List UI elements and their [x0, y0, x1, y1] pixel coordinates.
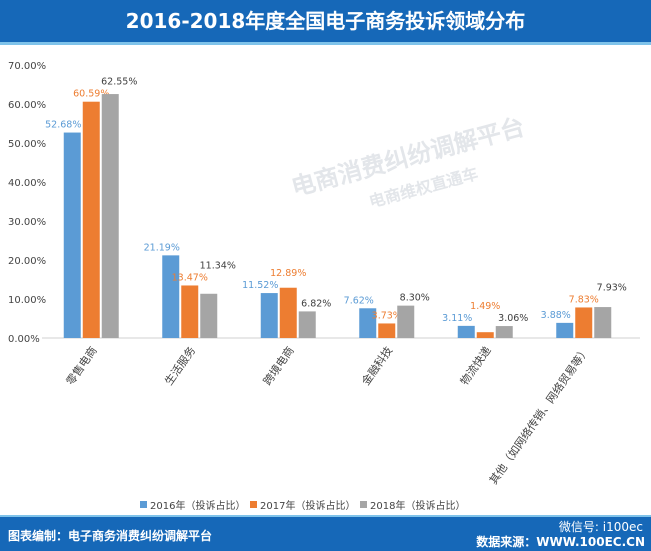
y-tick-label: 20.00% [8, 256, 46, 267]
data-label: 3.73% [372, 310, 402, 321]
footer-banner: 图表编制：电子商务消费纠纷调解平台 微信号: i100ec 数据来源：WWW.1… [0, 515, 651, 551]
data-label: 11.34% [200, 260, 236, 271]
data-label: 52.68% [45, 120, 81, 131]
bar [594, 307, 612, 338]
bar [378, 323, 396, 338]
legend-swatch [250, 501, 257, 508]
bar [359, 308, 377, 338]
bar [298, 311, 316, 338]
data-label: 7.93% [597, 282, 627, 293]
bar [397, 305, 415, 338]
page-title: 2016-2018年度全国电子商务投诉领域分布 [125, 9, 526, 33]
data-label: 1.49% [470, 301, 500, 312]
bar [82, 101, 100, 338]
x-tick-label: 物流快递 [457, 344, 494, 388]
data-label: 3.06% [498, 313, 528, 324]
data-label: 8.30% [400, 293, 430, 304]
data-label: 60.59% [73, 89, 109, 100]
y-tick-label: 0.00% [8, 334, 40, 345]
bar [181, 285, 199, 338]
legend-swatch [360, 501, 367, 508]
y-tick-label: 40.00% [8, 178, 46, 189]
bar [476, 332, 494, 338]
bar [457, 325, 475, 338]
bar [556, 322, 574, 338]
data-label: 6.82% [301, 298, 331, 309]
legend-swatch [140, 501, 147, 508]
data-label: 62.55% [101, 77, 137, 88]
y-tick-label: 60.00% [8, 100, 46, 111]
legend-label: 2018年（投诉占比） [370, 499, 465, 512]
bar [260, 293, 278, 338]
bar [495, 326, 513, 338]
bar [575, 307, 593, 338]
bar-chart: 电商消费纠纷调解平台电商维权直通车0.00%10.00%20.00%30.00%… [8, 61, 640, 512]
chart-credit: 图表编制：电子商务消费纠纷调解平台 [8, 529, 213, 543]
data-label: 3.11% [442, 313, 472, 324]
bar [162, 255, 180, 338]
legend-label: 2017年（投诉占比） [260, 499, 355, 512]
x-tick-label: 金融科技 [359, 344, 396, 388]
bar [200, 293, 218, 338]
bar [279, 287, 297, 338]
x-tick-label: 生活服务 [162, 344, 199, 388]
wechat-id: 微信号: i100ec [558, 520, 643, 534]
y-tick-label: 10.00% [8, 295, 46, 306]
data-label: 7.62% [344, 295, 374, 306]
bar [101, 94, 119, 339]
bar [63, 132, 81, 338]
data-label: 11.52% [242, 280, 278, 291]
x-tick-label: 跨境电商 [260, 344, 297, 388]
y-tick-label: 50.00% [8, 139, 46, 150]
x-tick-label: 其他（如网络传销、网络贸易等） [486, 344, 592, 487]
data-source: 数据来源：WWW.100EC.CN [476, 535, 645, 549]
y-tick-label: 70.00% [8, 61, 46, 72]
legend-label: 2016年（投诉占比） [150, 499, 245, 512]
data-label: 7.83% [569, 294, 599, 305]
chart-title-banner: 2016-2018年度全国电子商务投诉领域分布 [0, 0, 651, 45]
data-label: 12.89% [270, 268, 306, 279]
data-label: 13.47% [172, 272, 208, 283]
data-label: 21.19% [144, 242, 180, 253]
y-tick-label: 30.00% [8, 217, 46, 228]
x-tick-label: 零售电商 [63, 344, 100, 388]
data-label: 3.88% [541, 310, 571, 321]
